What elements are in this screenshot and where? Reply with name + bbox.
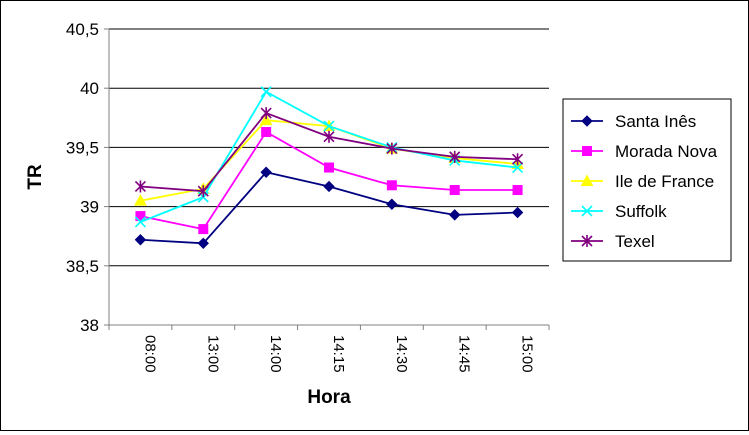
legend-marker-ile-de-france	[580, 174, 594, 186]
data-point-santa-in-s	[260, 166, 272, 178]
legend-label-morada-nova: Morada Nova	[615, 142, 718, 161]
data-point-santa-in-s	[323, 180, 335, 193]
data-point-suffolk	[323, 120, 335, 132]
legend-label-santa-in-s: Santa Inês	[615, 112, 696, 131]
y-tick-label: 38	[80, 316, 99, 335]
y-tick-label: 40,5	[66, 20, 99, 39]
data-point-morada-nova	[386, 180, 397, 191]
legend-marker-morada-nova	[582, 146, 592, 156]
data-point-texel	[134, 180, 146, 193]
data-point-ile-de-france	[134, 194, 147, 206]
data-point-santa-in-s	[386, 198, 398, 210]
x-tick-label: 14:30	[393, 335, 410, 373]
legend-label-ile-de-france: Ile de France	[615, 172, 714, 191]
y-tick-label: 39,5	[66, 138, 99, 157]
x-axis-title: Hora	[307, 387, 351, 408]
legend-marker-santa-in-s	[581, 115, 593, 127]
data-point-texel	[197, 185, 209, 198]
data-point-suffolk	[512, 161, 524, 174]
legend-label-suffolk: Suffolk	[615, 202, 667, 221]
data-point-morada-nova	[135, 211, 146, 222]
data-point-morada-nova	[198, 224, 209, 235]
data-point-texel	[449, 150, 461, 163]
x-tick-label: 14:45	[456, 335, 473, 373]
y-tick-label: 39	[80, 198, 99, 217]
data-point-suffolk	[134, 216, 146, 228]
x-tick-label: 14:15	[330, 335, 347, 373]
y-tick-label: 40	[80, 79, 99, 98]
legend-marker-texel	[581, 235, 593, 247]
y-axis-title: TR	[25, 164, 46, 190]
data-point-santa-in-s	[197, 237, 209, 250]
data-point-texel	[323, 130, 335, 143]
y-tick-label: 38,5	[66, 257, 99, 276]
data-point-santa-in-s	[449, 209, 461, 221]
data-point-santa-in-s	[134, 234, 147, 246]
data-point-santa-in-s	[511, 206, 524, 219]
data-point-morada-nova	[324, 162, 334, 173]
data-point-morada-nova	[261, 127, 272, 138]
legend-marker-suffolk	[581, 205, 593, 217]
legend-label-texel: Texel	[615, 232, 655, 251]
data-point-texel	[386, 142, 398, 155]
data-point-suffolk	[260, 86, 272, 98]
x-tick-label: 08:00	[141, 335, 158, 373]
data-point-ile-de-france	[259, 113, 273, 126]
x-tick-label: 14:00	[267, 335, 284, 373]
legend-box	[562, 98, 732, 262]
data-point-texel	[260, 107, 272, 120]
data-point-morada-nova	[512, 185, 523, 196]
data-point-texel	[512, 153, 524, 166]
x-tick-label: 15:00	[519, 335, 536, 373]
x-tick-label: 13:00	[204, 335, 221, 373]
data-point-morada-nova	[449, 185, 460, 196]
